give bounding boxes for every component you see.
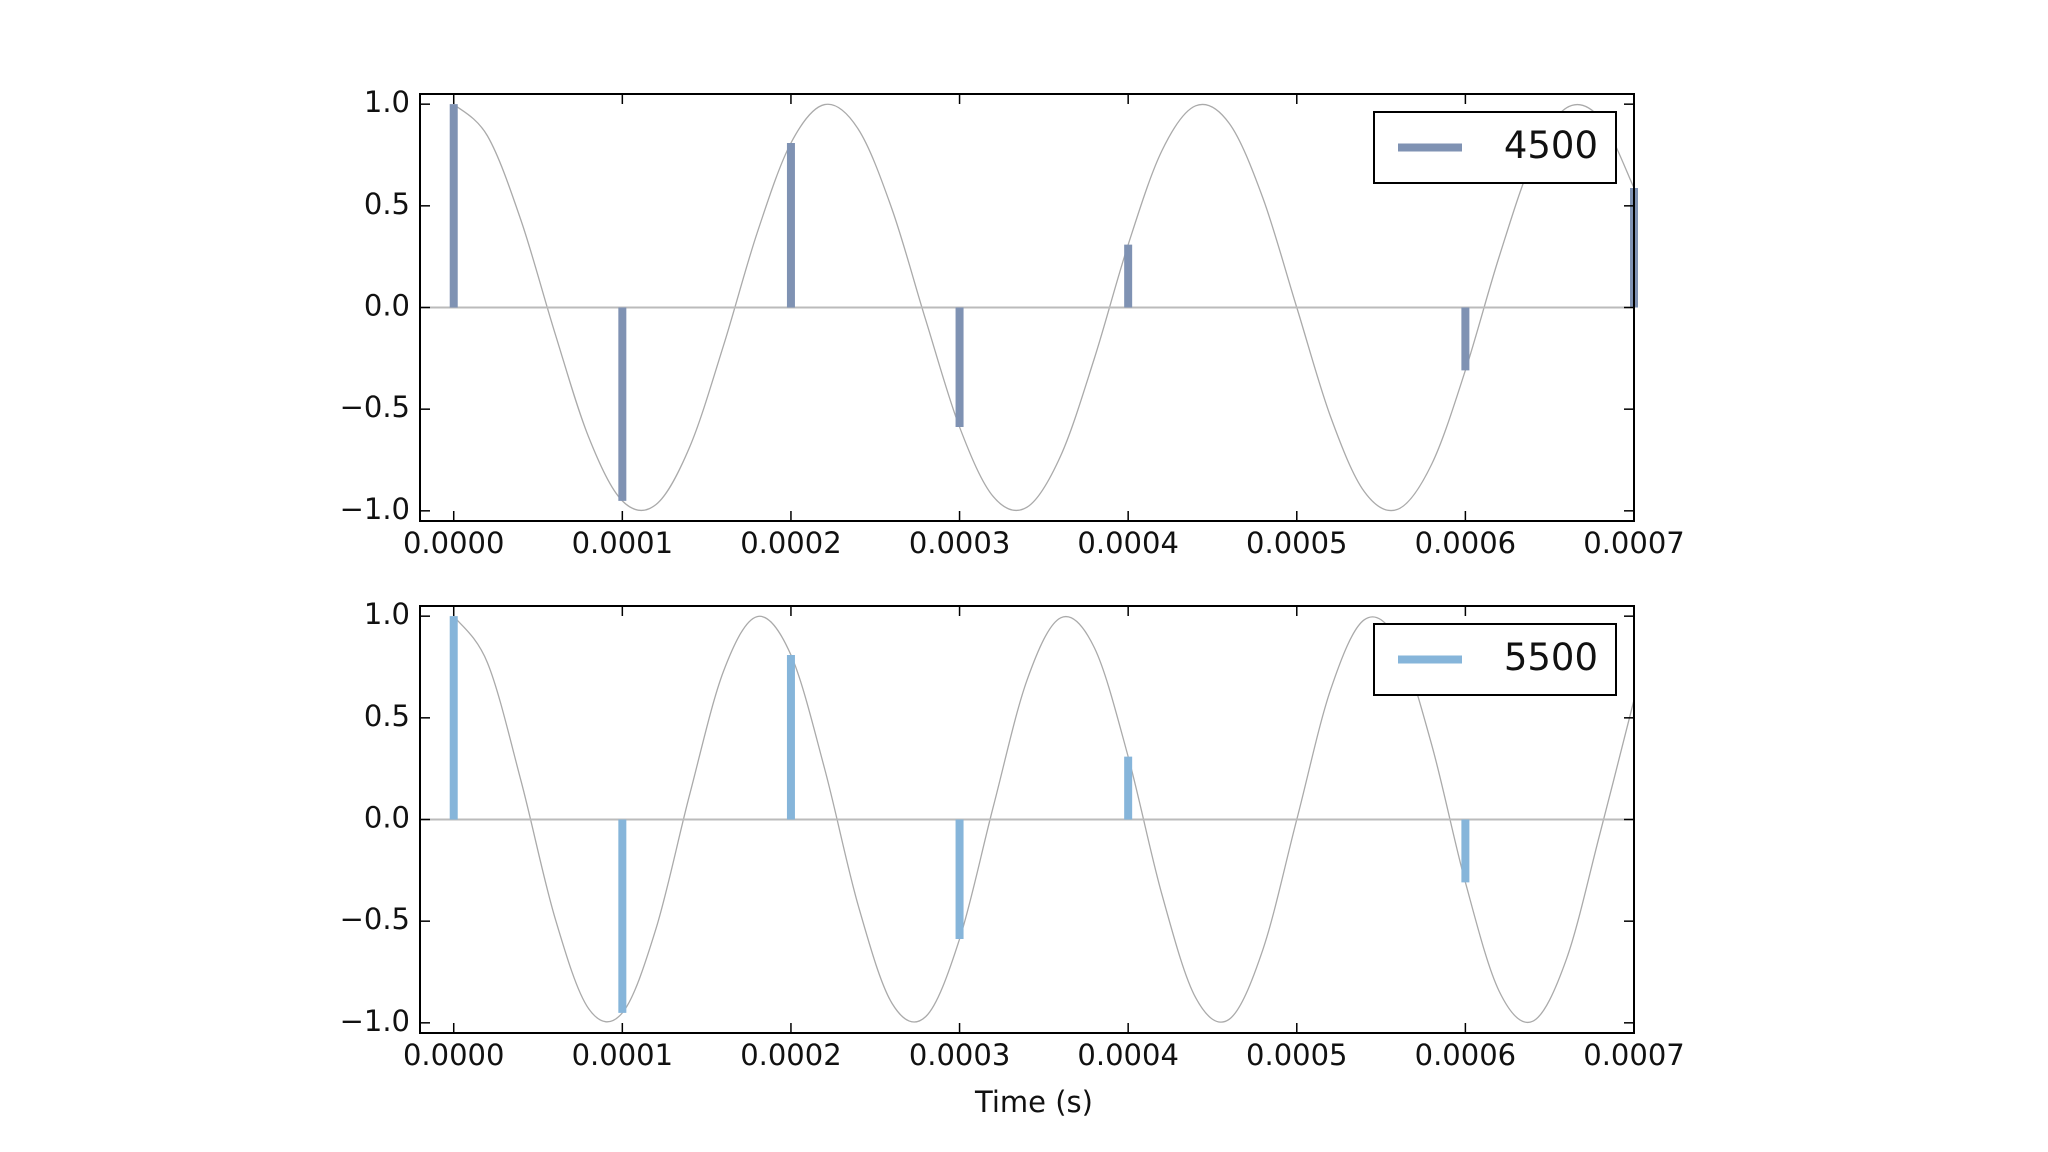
legend-label: 5500 <box>1504 636 1598 679</box>
x-tick-label: 0.0002 <box>740 1038 841 1072</box>
x-tick-label: 0.0007 <box>1583 1038 1684 1072</box>
x-tick-label: 0.0000 <box>403 526 504 560</box>
x-tick-label: 0.0000 <box>403 1038 504 1072</box>
subplot: 0.0000 0.0001 0.0002 0.0003 0.0004 0.0005 0.00… <box>340 85 1685 560</box>
x-tick-label: 0.0001 <box>572 526 673 560</box>
y-tick-label: 0.0 <box>364 801 410 835</box>
signal-curve <box>453 103 1635 512</box>
x-tick-label: 0.0004 <box>1077 526 1178 560</box>
x-tick-label: 0.0007 <box>1583 526 1684 560</box>
y-tick-label: −1.0 <box>340 492 410 526</box>
y-tick-label: 0.5 <box>364 699 410 733</box>
y-tick-label: 1.0 <box>364 85 410 119</box>
x-axis-label: Time (s) <box>974 1085 1093 1119</box>
x-tick-label: 0.0005 <box>1246 526 1347 560</box>
signal-curve <box>453 615 1635 1024</box>
x-tick-label: 0.0003 <box>909 526 1010 560</box>
y-tick-label: 0.0 <box>364 289 410 323</box>
y-tick-label: −1.0 <box>340 1004 410 1038</box>
legend-label: 4500 <box>1504 124 1598 167</box>
y-tick-label: −0.5 <box>340 902 410 936</box>
y-tick-label: 1.0 <box>364 597 410 631</box>
x-tick-label: 0.0006 <box>1415 1038 1516 1072</box>
x-tick-label: 0.0004 <box>1077 1038 1178 1072</box>
x-tick-label: 0.0005 <box>1246 1038 1347 1072</box>
subplot: 0.0000 0.0001 0.0002 0.0003 0.0004 0.0005 0.00… <box>340 597 1685 1119</box>
x-tick-label: 0.0003 <box>909 1038 1010 1072</box>
x-tick-label: 0.0001 <box>572 1038 673 1072</box>
legend: 4500 <box>1373 111 1617 184</box>
legend: 5500 <box>1373 623 1617 696</box>
y-tick-label: −0.5 <box>340 390 410 424</box>
y-tick-label: 0.5 <box>364 187 410 221</box>
x-tick-label: 0.0002 <box>740 526 841 560</box>
x-tick-label: 0.0006 <box>1415 526 1516 560</box>
